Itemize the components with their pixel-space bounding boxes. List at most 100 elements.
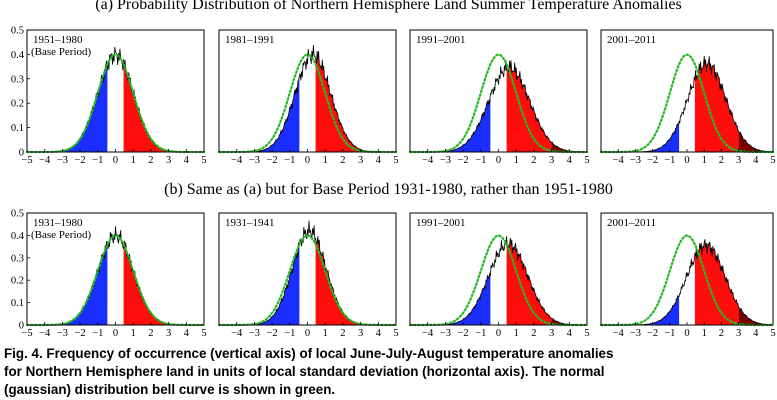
cold-region [410,273,491,325]
figure-panels: −5 −4 −3 −2 −1 0 1 2 3 4 500.10.20.30.40.51951–198… [11,26,776,340]
cold-region [27,60,108,152]
x-tick-label: 5 [770,328,775,339]
distribution-line [601,55,773,153]
distribution-line [27,226,204,326]
x-tick-label: 0 [305,328,310,339]
x-tick-label: −4 [422,155,434,166]
x-tick-label: 2 [148,155,153,166]
panel-a-4: −4 −3 −2 −1 0 1 2 3 4 5 2001–2011 [599,29,776,166]
hot-region [694,239,739,325]
cold-region [601,121,680,152]
panel-b-4: −4 −3 −2 −1 0 1 2 3 4 5 2001–2011 [599,212,776,339]
panel-base-period-label: (Base Period) [31,229,92,241]
x-tick-label: −4 [39,328,51,339]
x-tick-label: 4 [184,155,190,166]
x-tick-label: 4 [567,155,573,166]
x-tick-label: 2 [719,155,724,166]
x-tick-label: 2 [719,328,724,339]
row-b-title: (b) Same as (a) but for Base Period 1931… [164,181,613,198]
x-tick-label: 4 [753,328,759,339]
x-tick-label: 3 [549,328,554,339]
x-tick-label: −1 [284,328,295,339]
x-tick-label: −3 [440,328,451,339]
x-tick-label: 3 [549,155,554,166]
x-tick-label: −1 [664,155,675,166]
panel-b-2: −4 −3 −2 −1 0 1 2 3 4 5 1931–1941 [217,212,399,339]
figure-caption: Fig. 4. Frequency of occurrence (vertica… [4,345,774,399]
x-tick-label: −1 [284,155,295,166]
x-tick-label: 1 [323,155,328,166]
y-tick-label: 0.2 [11,276,24,287]
x-tick-label: 4 [376,155,382,166]
panel-period-label: 1931–1941 [225,217,275,229]
x-tick-label: −1 [92,155,103,166]
x-tick-label: 0 [113,328,118,339]
normal-curve [408,53,589,154]
x-tick-label: −4 [422,328,434,339]
hot-region [506,236,552,325]
x-tick-label: 5 [393,155,398,166]
x-tick-label: 2 [531,155,536,166]
cold-region [219,242,300,325]
hot-region [123,240,169,325]
panel-base-period-label: (Base Period) [31,46,92,58]
x-tick-label: −2 [267,328,278,339]
cold-region [27,241,108,325]
y-tick-label: 0.2 [11,99,24,110]
x-tick-label: 4 [753,155,759,166]
x-tick-label: −4 [231,328,243,339]
distribution-line [601,239,773,326]
x-tick-label: 4 [184,328,190,339]
panel-frame [600,29,774,153]
x-tick-label: 2 [340,328,345,339]
x-tick-label: 1 [323,328,328,339]
x-tick-label: 2 [148,328,153,339]
hot-region [315,236,361,325]
panel-frame [600,212,774,326]
distribution-line [410,236,587,326]
x-tick-label: −4 [39,155,51,166]
x-tick-label: −3 [440,155,451,166]
x-tick-label: −1 [475,155,486,166]
panel-period-label: 1951–1980 [33,34,83,46]
normal-curve [25,53,206,154]
x-tick-label: 0 [113,155,118,166]
x-tick-label: −2 [75,328,86,339]
row-a-title: (a) Probability Distribution of Northern… [95,0,682,13]
x-tick-label: −2 [647,328,658,339]
panel-period-label: 1991–2001 [416,34,466,46]
panel-period-label: 2001–2011 [607,34,656,46]
y-tick-label: 0 [19,148,24,159]
normal-curve [599,234,775,327]
x-tick-label: −3 [57,155,68,166]
x-tick-label: 1 [702,155,707,166]
x-tick-label: 0 [496,155,501,166]
panel-b-1: −5 −4 −3 −2 −1 0 1 2 3 4 5 0 0.1 0.2 0.3 0.4 0.5 1931–198… [11,209,207,340]
y-tick-label: 0.5 [11,26,24,37]
panel-period-label: 2001–2011 [607,217,656,229]
x-tick-label: 3 [736,155,741,166]
y-tick-label: 0.5 [11,209,24,220]
x-tick-label: −3 [249,155,260,166]
x-tick-label: −2 [458,155,469,166]
x-tick-label: −5 [21,328,32,339]
x-tick-label: 2 [531,328,536,339]
y-tick-label: 0.1 [11,298,24,309]
x-tick-label: 5 [393,328,398,339]
panel-frame [409,212,588,326]
x-tick-label: −1 [664,328,675,339]
x-tick-label: −2 [647,155,658,166]
panel-period-label: 1981–1991 [225,34,275,46]
x-tick-label: 1 [514,328,519,339]
x-tick-label: 0 [684,328,689,339]
x-tick-label: 5 [201,328,206,339]
x-tick-label: 5 [770,155,775,166]
x-tick-label: −1 [475,328,486,339]
y-tick-label: 0 [19,321,24,332]
panel-a-1: −5 −4 −3 −2 −1 0 1 2 3 4 5 0 0.1 0.2 0.3 0.4 0.5 1951–198… [11,26,207,167]
x-tick-label: 1 [131,155,136,166]
x-tick-label: 0 [305,155,310,166]
y-tick-label: 0.3 [11,74,24,85]
panel-a-2: −4 −3 −2 −1 0 1 2 3 4 5 1981–1991 [217,29,399,166]
hot-region [506,60,552,152]
